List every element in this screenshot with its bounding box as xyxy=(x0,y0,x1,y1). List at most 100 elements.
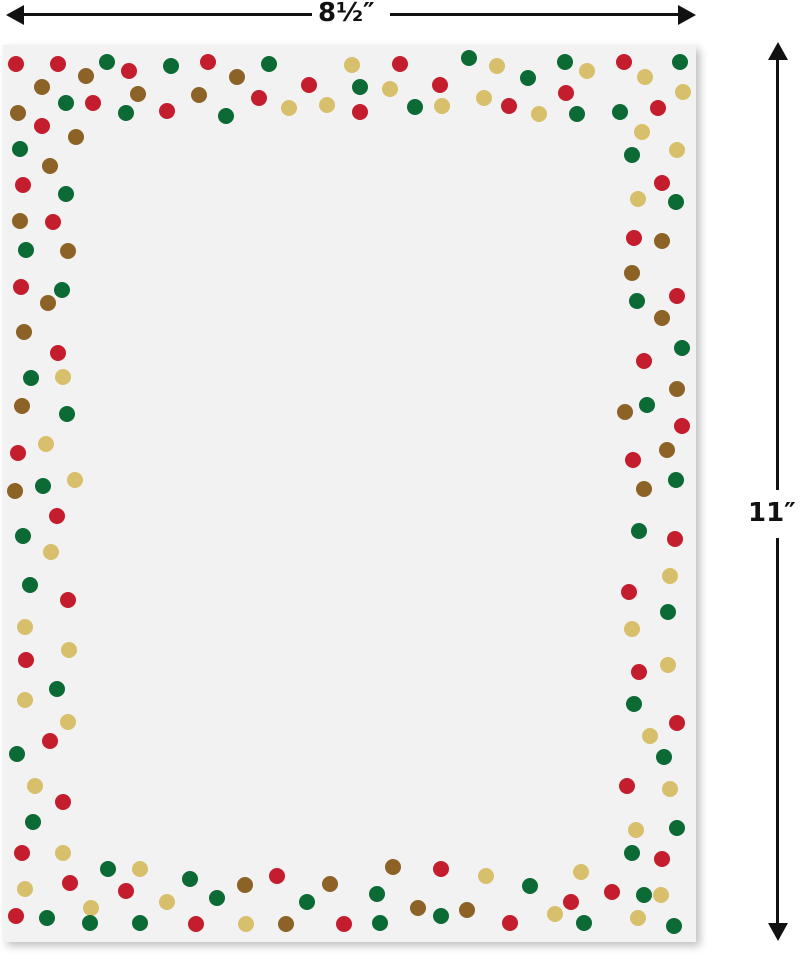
confetti-dot-green xyxy=(82,915,98,931)
confetti-dot-bronze xyxy=(78,68,94,84)
confetti-dot-gold xyxy=(579,63,595,79)
confetti-dot-red xyxy=(50,345,66,361)
confetti-dot-red xyxy=(8,56,24,72)
confetti-dot-red xyxy=(55,794,71,810)
confetti-dot-green xyxy=(656,749,672,765)
confetti-dot-gold xyxy=(662,568,678,584)
confetti-dot-gold xyxy=(489,58,505,74)
confetti-dot-green xyxy=(433,908,449,924)
confetti-dot-green xyxy=(522,878,538,894)
confetti-dot-green xyxy=(626,696,642,712)
confetti-dot-red xyxy=(432,77,448,93)
confetti-dot-red xyxy=(301,77,317,93)
confetti-dot-gold xyxy=(27,778,43,794)
confetti-dot-red xyxy=(604,884,620,900)
confetti-dot-gold xyxy=(43,544,59,560)
confetti-dot-bronze xyxy=(659,442,675,458)
confetti-dot-bronze xyxy=(654,310,670,326)
confetti-dot-green xyxy=(58,186,74,202)
confetti-dot-gold xyxy=(382,81,398,97)
confetti-dot-bronze xyxy=(42,158,58,174)
confetti-dot-red xyxy=(8,908,24,924)
confetti-dot-green xyxy=(99,54,115,70)
confetti-dot-gold xyxy=(38,436,54,452)
confetti-dot-green xyxy=(639,397,655,413)
confetti-dot-red xyxy=(636,353,652,369)
confetti-dot-green xyxy=(209,890,225,906)
confetti-dot-bronze xyxy=(459,902,475,918)
confetti-dot-bronze xyxy=(7,483,23,499)
confetti-dot-bronze xyxy=(60,243,76,259)
confetti-dot-red xyxy=(15,177,31,193)
confetti-dot-red xyxy=(501,98,517,114)
confetti-dot-bronze xyxy=(12,213,28,229)
confetti-dot-red xyxy=(654,175,670,191)
confetti-dot-gold xyxy=(17,692,33,708)
confetti-dot-gold xyxy=(478,868,494,884)
confetti-dot-green xyxy=(669,820,685,836)
confetti-dot-green xyxy=(182,871,198,887)
confetti-dot-gold xyxy=(630,910,646,926)
confetti-dot-green xyxy=(668,472,684,488)
confetti-dot-gold xyxy=(281,100,297,116)
confetti-dot-red xyxy=(13,279,29,295)
width-label: 8½″ xyxy=(318,0,375,28)
confetti-dot-green xyxy=(22,577,38,593)
confetti-dot-bronze xyxy=(16,324,32,340)
confetti-dot-bronze xyxy=(385,859,401,875)
arrow-right-icon xyxy=(678,5,696,25)
confetti-dot-gold xyxy=(547,906,563,922)
confetti-dot-green xyxy=(12,141,28,157)
confetti-dot-red xyxy=(50,56,66,72)
confetti-dot-red xyxy=(619,778,635,794)
confetti-dot-red xyxy=(392,56,408,72)
confetti-dot-bronze xyxy=(237,877,253,893)
confetti-dot-gold xyxy=(630,191,646,207)
confetti-dot-gold xyxy=(573,864,589,880)
confetti-dot-red xyxy=(621,584,637,600)
confetti-dot-green xyxy=(25,814,41,830)
confetti-dot-green xyxy=(372,915,388,931)
confetti-dot-red xyxy=(42,733,58,749)
confetti-dot-green xyxy=(576,915,592,931)
confetti-dot-green xyxy=(299,894,315,910)
confetti-dot-green xyxy=(624,147,640,163)
confetti-dot-gold xyxy=(628,822,644,838)
confetti-dot-green xyxy=(54,282,70,298)
confetti-dot-red xyxy=(34,118,50,134)
confetti-dot-green xyxy=(58,95,74,111)
confetti-dot-green xyxy=(218,108,234,124)
confetti-dot-gold xyxy=(531,106,547,122)
confetti-dot-red xyxy=(654,851,670,867)
confetti-dot-green xyxy=(100,861,116,877)
confetti-dot-bronze xyxy=(636,481,652,497)
confetti-dot-green xyxy=(18,242,34,258)
confetti-dot-green xyxy=(23,370,39,386)
stationery-paper xyxy=(3,45,696,942)
confetti-dot-green xyxy=(35,478,51,494)
confetti-dot-green xyxy=(624,845,640,861)
confetti-dot-gold xyxy=(669,142,685,158)
confetti-dot-gold xyxy=(637,69,653,85)
confetti-dot-green xyxy=(520,70,536,86)
confetti-dot-gold xyxy=(344,57,360,73)
confetti-dot-red xyxy=(45,214,61,230)
confetti-dot-gold xyxy=(132,861,148,877)
confetti-dot-red xyxy=(563,894,579,910)
confetti-dot-green xyxy=(666,918,682,934)
confetti-dot-red xyxy=(200,54,216,70)
height-line-bottom xyxy=(776,538,779,926)
confetti-dot-bronze xyxy=(624,265,640,281)
confetti-dot-green xyxy=(9,746,25,762)
confetti-dot-bronze xyxy=(654,233,670,249)
confetti-dot-green xyxy=(369,886,385,902)
confetti-dot-gold xyxy=(653,887,669,903)
confetti-dot-bronze xyxy=(669,381,685,397)
confetti-dot-gold xyxy=(61,642,77,658)
confetti-dot-bronze xyxy=(617,404,633,420)
confetti-dot-green xyxy=(672,54,688,70)
confetti-dot-red xyxy=(433,861,449,877)
confetti-dot-green xyxy=(407,99,423,115)
confetti-dot-red xyxy=(159,103,175,119)
confetti-dot-green xyxy=(163,58,179,74)
